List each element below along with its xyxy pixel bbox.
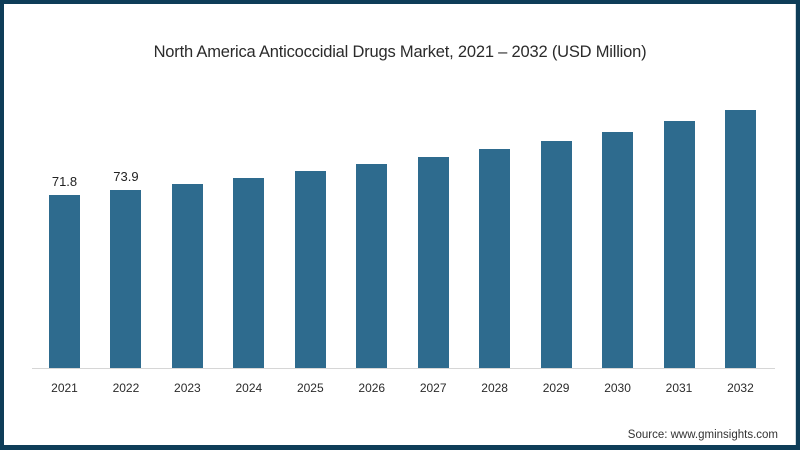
bar-2030 [602, 132, 634, 368]
bar-2025 [294, 171, 326, 368]
x-tick-label-2027: 2027 [419, 381, 447, 395]
bar-2028 [479, 149, 511, 368]
bar-2027 [417, 156, 449, 368]
bar-2021 [49, 195, 80, 368]
x-tick-label-2026: 2026 [358, 381, 386, 395]
x-tick-label-2032: 2032 [727, 381, 754, 395]
x-tick-label-2031: 2031 [665, 381, 693, 395]
data-label-2021: 71.8 [51, 174, 78, 189]
x-tick-label-2025: 2025 [296, 381, 324, 395]
bar-2031 [663, 121, 695, 368]
data-label-2022: 73.9 [113, 168, 139, 184]
source-note: Source: www.gminsights.com [627, 429, 778, 441]
bar-2029 [540, 140, 572, 368]
x-tick-label-2029: 2029 [542, 381, 570, 395]
x-tick-label-2021: 2021 [51, 381, 78, 395]
x-tick-label-2030: 2030 [604, 381, 631, 395]
chart-title: North America Anticoccidial Drugs Market… [153, 43, 647, 61]
bar-2022 [110, 189, 142, 368]
plot-area: 71.8 2021 73.9 2022 2023 2024 2025 2026 2027 2028… [4, 4, 796, 445]
chart-frame: North America Anticoccidial Drugs Market… [4, 4, 796, 445]
x-axis-line [32, 368, 775, 369]
x-tick-label-2022: 2022 [112, 381, 140, 395]
bar-2026 [356, 164, 388, 368]
x-tick-label-2028: 2028 [481, 381, 508, 395]
x-tick-label-2023: 2023 [174, 381, 201, 395]
bar-2024 [233, 177, 265, 368]
x-tick-label-2024: 2024 [235, 381, 263, 395]
bar-2023 [171, 183, 203, 368]
bar-2032 [724, 109, 756, 368]
